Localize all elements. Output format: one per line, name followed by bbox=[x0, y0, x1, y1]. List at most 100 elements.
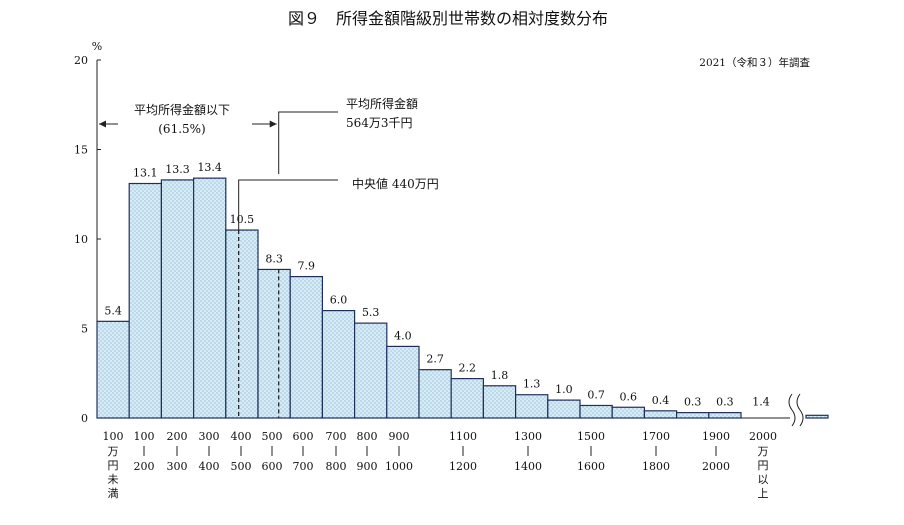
value-label: 5.3 bbox=[362, 306, 380, 319]
x-tick-group: 1100 1200 bbox=[449, 430, 477, 473]
value-label: 2.2 bbox=[459, 362, 477, 375]
bar bbox=[386, 345, 420, 419]
y-tick-label: 15 bbox=[74, 144, 88, 157]
value-label: 8.3 bbox=[265, 252, 283, 265]
chart-subtitle: 2021（令和３）年調査 bbox=[699, 56, 810, 69]
axis-break bbox=[741, 393, 804, 427]
below-mean-label: 平均所得金額以下 bbox=[134, 102, 230, 117]
x-tick-label-top: 100 bbox=[103, 430, 124, 443]
bar bbox=[482, 385, 517, 419]
x-tick-label-top: 600 bbox=[293, 430, 314, 443]
x-tick-label-top: 700 bbox=[326, 430, 347, 443]
annotations: 平均所得金額以下 (61.5%) 平均所得金額 564万3千円 中央値 440万… bbox=[99, 96, 439, 418]
mean-leader-line bbox=[278, 111, 338, 174]
x-tick-group: 600 700 bbox=[293, 430, 314, 473]
y-tick-label: 10 bbox=[74, 233, 88, 246]
x-tick-group: 1700 1800 bbox=[642, 430, 670, 473]
x-tick-label-top: 300 bbox=[199, 430, 220, 443]
x-tick-label-bottom: 400 bbox=[199, 460, 220, 473]
y-axis-unit: % bbox=[92, 40, 102, 53]
x-tick-label-vertical-char: 上 bbox=[758, 487, 769, 500]
value-label: 2.7 bbox=[426, 353, 444, 366]
x-tick-label-top: 1100 bbox=[449, 430, 477, 443]
x-tick-label-bottom: 900 bbox=[357, 460, 378, 473]
below-mean-pct: (61.5%) bbox=[158, 122, 205, 136]
bar bbox=[289, 275, 324, 419]
bar bbox=[418, 369, 452, 419]
bar bbox=[514, 394, 549, 419]
annotation-lines bbox=[99, 111, 338, 418]
axis-break-mark bbox=[796, 393, 804, 427]
x-tick-label-bottom: 200 bbox=[134, 460, 155, 473]
x-tick-label-top: 1500 bbox=[577, 430, 605, 443]
x-tick-group: 100 200 bbox=[134, 430, 155, 473]
bar bbox=[321, 310, 356, 419]
x-tick-label-bottom: 300 bbox=[167, 460, 188, 473]
bar bbox=[257, 268, 291, 419]
value-label: 1.0 bbox=[555, 383, 573, 396]
value-label: 7.9 bbox=[298, 260, 316, 273]
x-tick-label-top: 500 bbox=[262, 430, 283, 443]
value-label: 1.4 bbox=[752, 396, 770, 409]
value-labels: 5.4 13.1 13.3 13.4 10.5 8.3 7.9 6.0 5.3 4.0 2.7 2.2… bbox=[104, 161, 769, 408]
x-tick-group: 800 900 bbox=[357, 430, 378, 473]
chart-title: 図９ 所得金額階級別世帯数の相対度数分布 bbox=[288, 9, 608, 28]
x-tick-label-bottom: 700 bbox=[293, 460, 314, 473]
bar bbox=[450, 378, 485, 419]
mean-value: 564万3千円 bbox=[346, 116, 413, 130]
x-tick-group: 500 600 bbox=[262, 430, 283, 473]
x-tick-label-bottom: 1800 bbox=[642, 460, 670, 473]
x-tick-group: 200 300 bbox=[167, 430, 188, 473]
x-tick-label-vertical-char: 未 bbox=[108, 473, 119, 486]
value-label: 13.4 bbox=[197, 161, 222, 174]
bar bbox=[128, 182, 162, 419]
bar bbox=[579, 404, 613, 419]
bar bbox=[225, 229, 259, 419]
bar bbox=[160, 179, 195, 419]
value-label: 0.6 bbox=[620, 390, 638, 403]
x-tick-group: 700 800 bbox=[326, 430, 347, 473]
x-tick-label-top: 200 bbox=[167, 430, 188, 443]
x-tick-label-bottom: 2000 bbox=[702, 460, 730, 473]
x-tick-group: 900 1000 bbox=[385, 430, 413, 473]
bar bbox=[675, 412, 710, 419]
bar bbox=[193, 177, 227, 419]
x-tick-label-top: 1300 bbox=[514, 430, 542, 443]
x-tick-label-top: 2000 bbox=[749, 430, 777, 443]
bar bbox=[354, 322, 388, 419]
x-tick-label-vertical-char: 以 bbox=[758, 473, 769, 486]
x-tick-label-top: 1700 bbox=[642, 430, 670, 443]
x-tick-group: 1900 2000 bbox=[702, 430, 730, 473]
x-tick-label-bottom: 800 bbox=[326, 460, 347, 473]
value-label: 4.0 bbox=[394, 329, 412, 342]
x-tick-labels: 100万円未満100200200300300400400500500600600… bbox=[103, 430, 778, 500]
arrowhead-left bbox=[99, 120, 106, 128]
bar bbox=[805, 414, 829, 419]
median-label: 中央値 440万円 bbox=[352, 176, 439, 191]
bar bbox=[547, 399, 581, 419]
value-label: 0.3 bbox=[716, 396, 734, 409]
x-tick-label-top: 1900 bbox=[702, 430, 730, 443]
value-label: 13.3 bbox=[165, 163, 190, 176]
value-label: 1.8 bbox=[491, 369, 509, 382]
bar bbox=[708, 412, 742, 419]
value-label: 13.1 bbox=[133, 167, 158, 180]
bar bbox=[96, 320, 130, 419]
x-tick-label-bottom: 500 bbox=[231, 460, 252, 473]
x-tick-label-top: 100 bbox=[134, 430, 155, 443]
x-tick-label-vertical-char: 円 bbox=[758, 459, 769, 472]
x-tick-label-top: 800 bbox=[357, 430, 378, 443]
x-tick-label-bottom: 1600 bbox=[577, 460, 605, 473]
value-label: 10.5 bbox=[230, 213, 255, 226]
axis-break-mark bbox=[788, 393, 796, 427]
value-label: 0.3 bbox=[684, 396, 702, 409]
x-tick-label-vertical-char: 満 bbox=[108, 487, 119, 500]
x-tick-label-bottom: 1000 bbox=[385, 460, 413, 473]
bars bbox=[96, 177, 829, 427]
arrowhead-right bbox=[269, 120, 277, 128]
x-tick-label-bottom: 1200 bbox=[449, 460, 477, 473]
y-tick-label: 0 bbox=[81, 412, 88, 425]
